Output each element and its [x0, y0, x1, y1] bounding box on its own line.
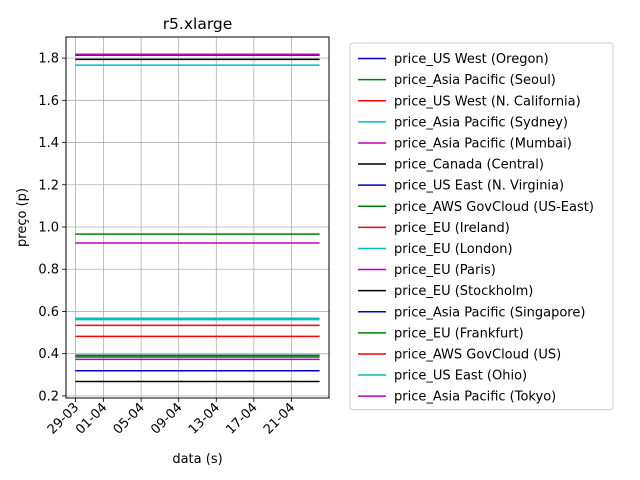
legend-item: price_US West (Oregon)	[358, 52, 549, 67]
y-tick-label: 0.6	[38, 305, 59, 320]
y-tick-label: 1.2	[38, 178, 59, 193]
y-tick-label: 1.8	[38, 52, 59, 67]
x-tick-label: 29-03	[45, 400, 82, 437]
x-tick-label: 17-04	[223, 400, 260, 437]
y-tick-label: 1.6	[38, 94, 59, 109]
chart-title: r5.xlarge	[163, 15, 233, 33]
x-tick-label: 09-04	[148, 400, 185, 437]
plot-frame	[65, 36, 330, 399]
legend-label: price_Asia Pacific (Seoul)	[394, 73, 556, 88]
legend-label: price_US West (N. California)	[394, 94, 581, 109]
legend-label: price_US East (Ohio)	[394, 369, 527, 384]
x-tick-label: 01-04	[73, 400, 110, 437]
legend-label: price_AWS GovCloud (US-East)	[394, 200, 594, 215]
legend: price_US West (Oregon) price_Asia Pacific…	[349, 42, 614, 411]
legend-item: price_EU (Frankfurt)	[358, 326, 524, 341]
x-axis-title: data (s)	[172, 452, 222, 467]
legend-item: price_Canada (Central)	[358, 158, 544, 173]
legend-label: price_Asia Pacific (Mumbai)	[394, 136, 572, 151]
legend-label: price_EU (Stockholm)	[394, 284, 533, 299]
legend-item: price_EU (Paris)	[358, 263, 496, 278]
x-tick-label: 05-04	[111, 400, 148, 437]
legend-label: price_US West (Oregon)	[394, 52, 549, 67]
legend-item: price_EU (Ireland)	[358, 221, 510, 236]
legend-item: price_US East (Ohio)	[358, 369, 527, 384]
x-tick-label: 13-04	[186, 400, 223, 437]
legend-item: price_Asia Pacific (Mumbai)	[358, 136, 572, 151]
legend-item: price_AWS GovCloud (US-East)	[358, 200, 594, 215]
y-tick-label: 1.0	[38, 221, 59, 236]
legend-item: price_EU (London)	[358, 242, 513, 257]
legend-item: price_US West (N. California)	[358, 94, 581, 109]
legend-label: price_EU (Paris)	[394, 263, 496, 278]
y-tick-label: 0.2	[38, 389, 59, 404]
legend-label: price_EU (Ireland)	[394, 221, 510, 236]
legend-item: price_Asia Pacific (Sydney)	[358, 115, 568, 130]
legend-label: price_Asia Pacific (Singapore)	[394, 305, 585, 320]
legend-item: price_AWS GovCloud (US)	[358, 347, 561, 362]
y-tick-label: 1.4	[38, 136, 59, 151]
legend-label: price_Asia Pacific (Sydney)	[394, 115, 568, 130]
legend-label: price_US East (N. Virginia)	[394, 179, 564, 194]
legend-label: price_EU (London)	[394, 242, 513, 257]
grid	[66, 37, 329, 398]
legend-label: price_AWS GovCloud (US)	[394, 347, 561, 362]
legend-box	[349, 42, 614, 411]
y-axis-title: preço (p)	[15, 188, 30, 247]
legend-label: price_Canada (Central)	[394, 158, 544, 173]
legend-item: price_EU (Stockholm)	[358, 284, 533, 299]
legend-item: price_US East (N. Virginia)	[358, 179, 564, 194]
y-axis-ticks: 0.2 0.4 0.6 0.8 1.0 1.2 1.4 1.6 1.8	[38, 52, 66, 404]
legend-label: price_EU (Frankfurt)	[394, 326, 524, 341]
series-lines	[75, 53, 320, 383]
x-tick-label: 21-04	[261, 400, 298, 437]
y-tick-label: 0.4	[38, 347, 59, 362]
legend-item: price_Asia Pacific (Seoul)	[358, 73, 556, 88]
legend-item: price_Asia Pacific (Tokyo)	[358, 390, 556, 405]
y-tick-label: 0.8	[38, 263, 59, 278]
legend-item: price_Asia Pacific (Singapore)	[358, 305, 585, 320]
legend-label: price_Asia Pacific (Tokyo)	[394, 390, 556, 405]
